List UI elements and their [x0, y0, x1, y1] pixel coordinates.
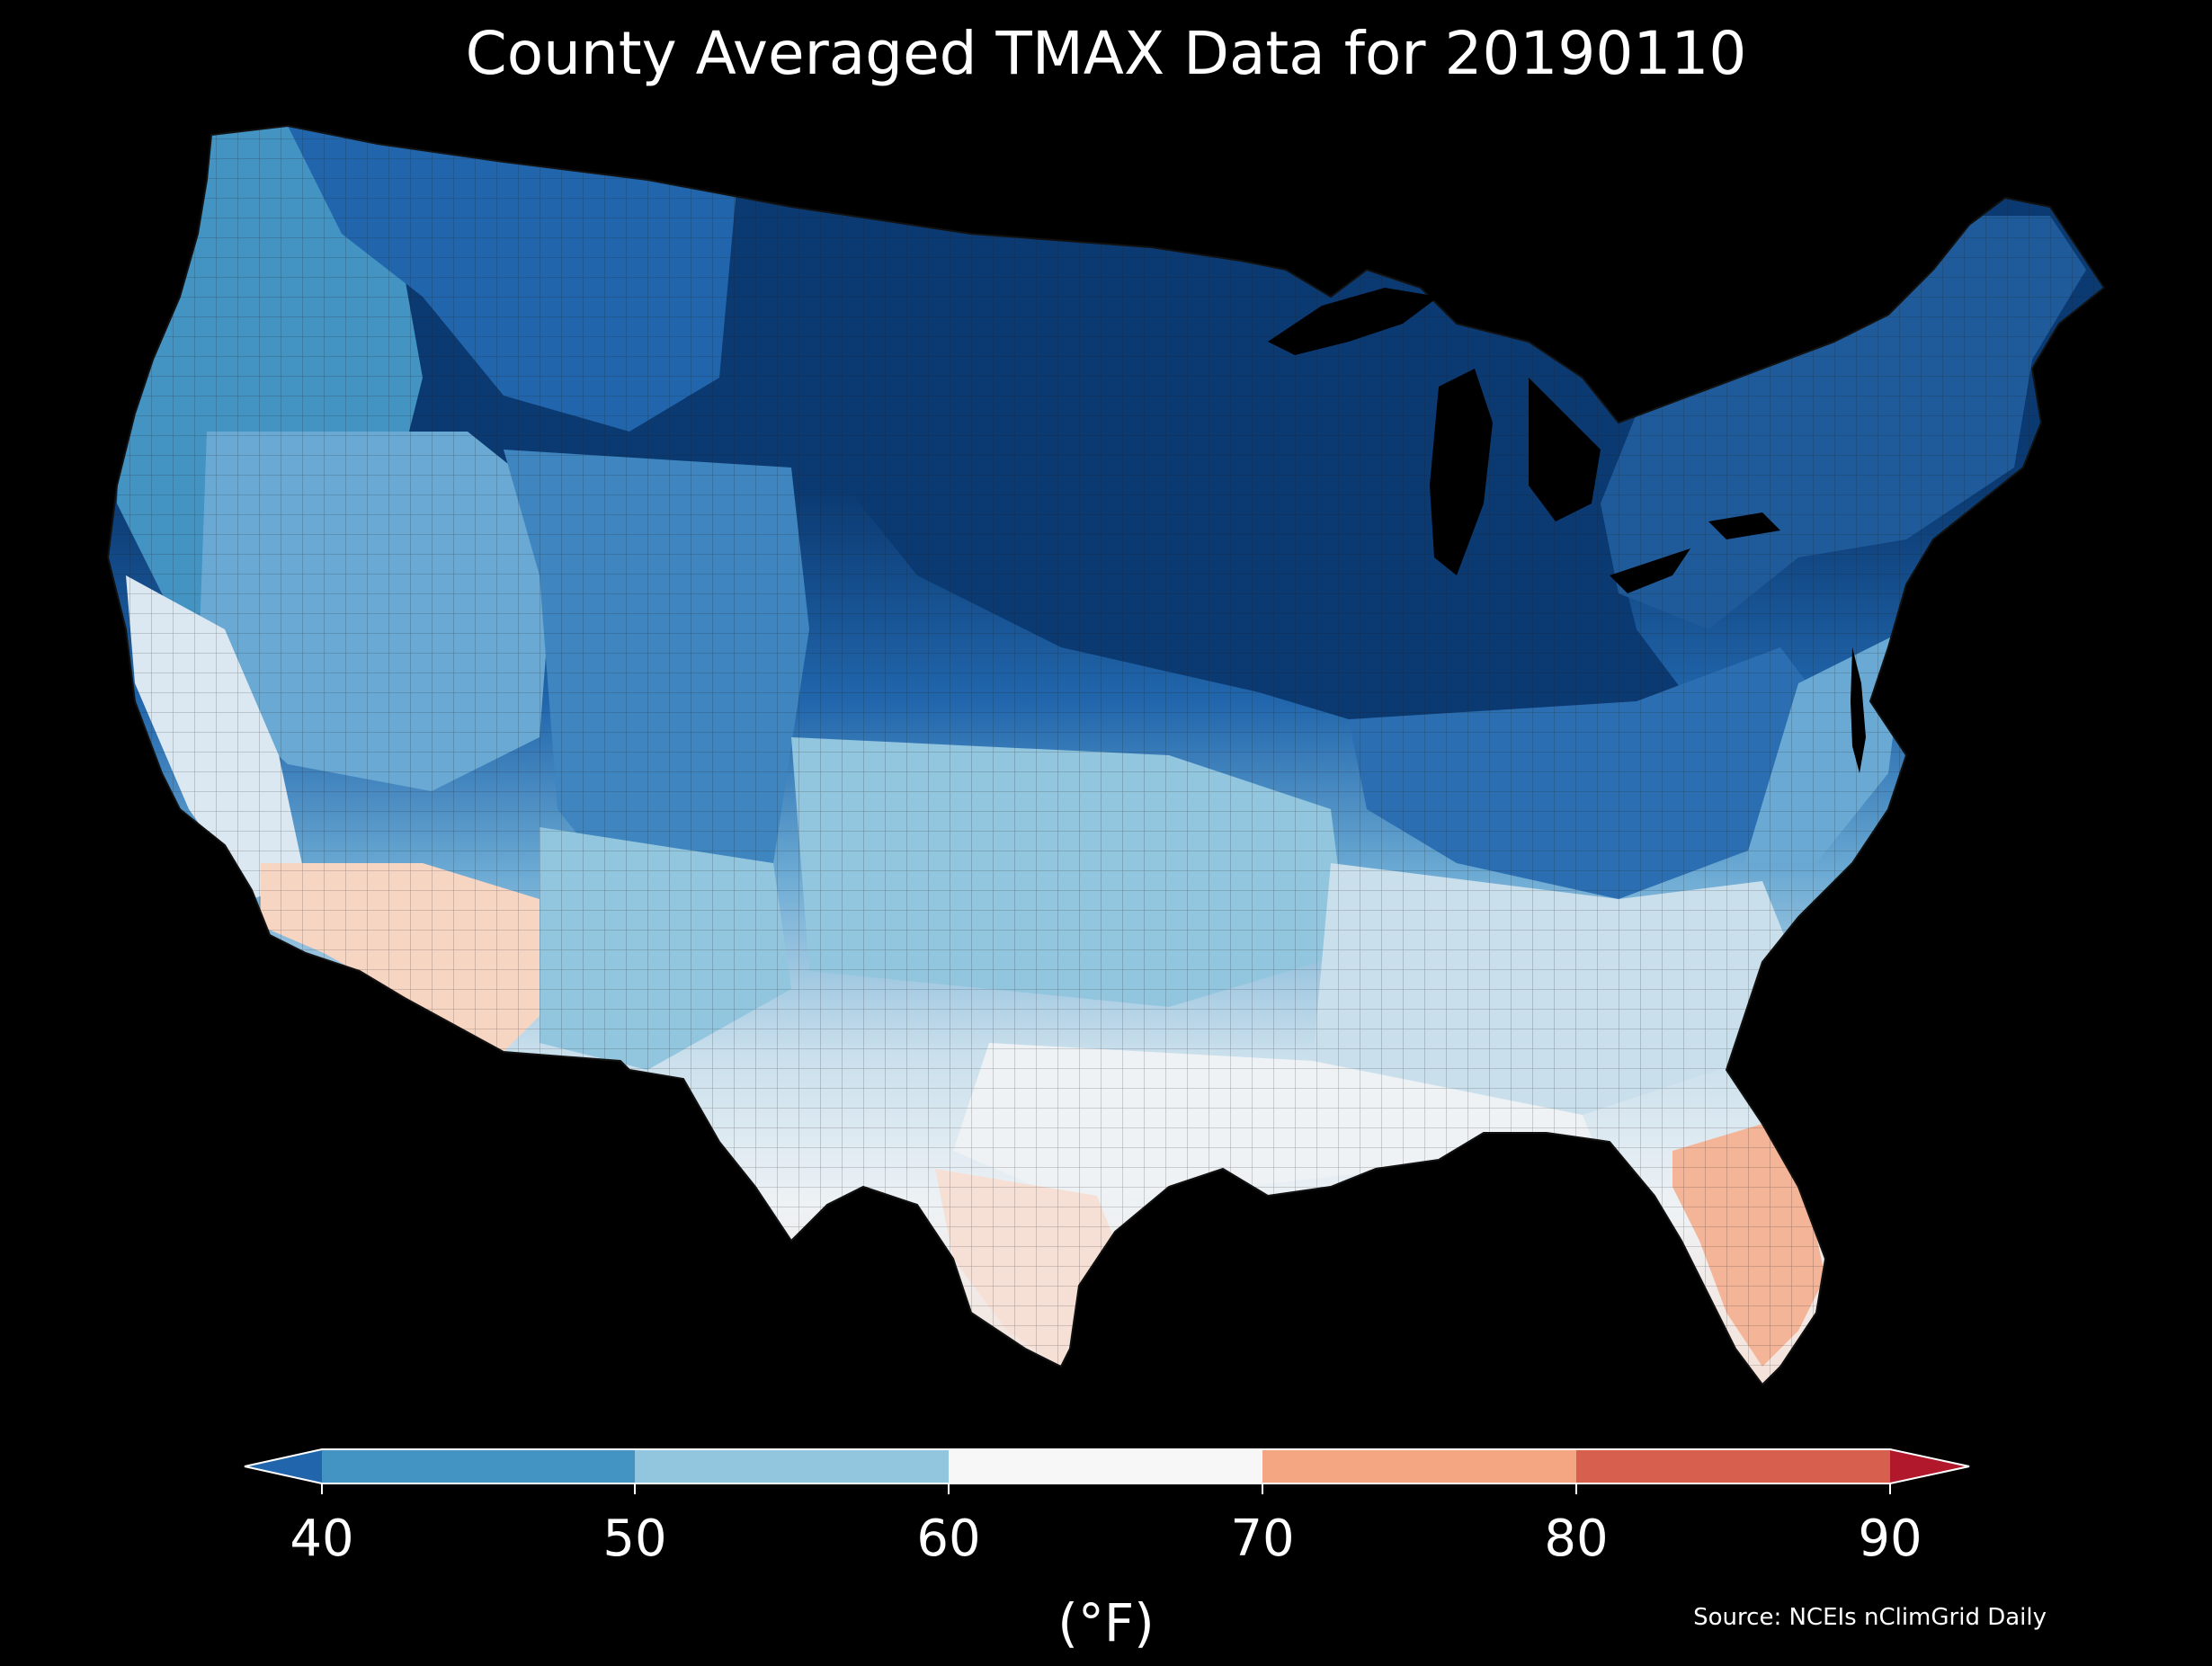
colorbar-ticks: [321, 1483, 1891, 1494]
source-credit: Source: NCEIs nClimGrid Daily: [1693, 1604, 2047, 1631]
tick-label-70: 70: [1230, 1510, 1295, 1568]
colorbar-bin-50-60: [635, 1449, 949, 1483]
tick-label-90: 90: [1858, 1510, 1922, 1568]
map-title: County Averaged TMAX Data for 20190110: [465, 19, 1747, 88]
tick-label-40: 40: [290, 1510, 354, 1568]
lake-superior: [1268, 288, 1439, 355]
chesapeake-bay: [1851, 647, 1866, 773]
colorbar-bin-60-70: [949, 1449, 1262, 1483]
tick-label-50: 50: [602, 1510, 667, 1568]
colorbar-bin-40-50: [322, 1449, 635, 1483]
tick-label-60: 60: [916, 1510, 981, 1568]
lake-ontario: [1708, 512, 1780, 539]
great-lakes: [1268, 288, 1780, 593]
lake-erie: [1610, 548, 1690, 593]
colorbar-unit-label: (°F): [1057, 1592, 1155, 1653]
colorbar-extend-low: [245, 1449, 322, 1483]
colorbar-bin-80-90: [1576, 1449, 1890, 1483]
lake-michigan: [1430, 369, 1493, 575]
colorbar-bin-70-80: [1262, 1449, 1576, 1483]
colorbar-extend-high: [1890, 1449, 1969, 1483]
tick-label-80: 80: [1544, 1510, 1609, 1568]
lake-huron: [1529, 378, 1601, 521]
colorbar-swatches: [245, 1449, 1969, 1483]
